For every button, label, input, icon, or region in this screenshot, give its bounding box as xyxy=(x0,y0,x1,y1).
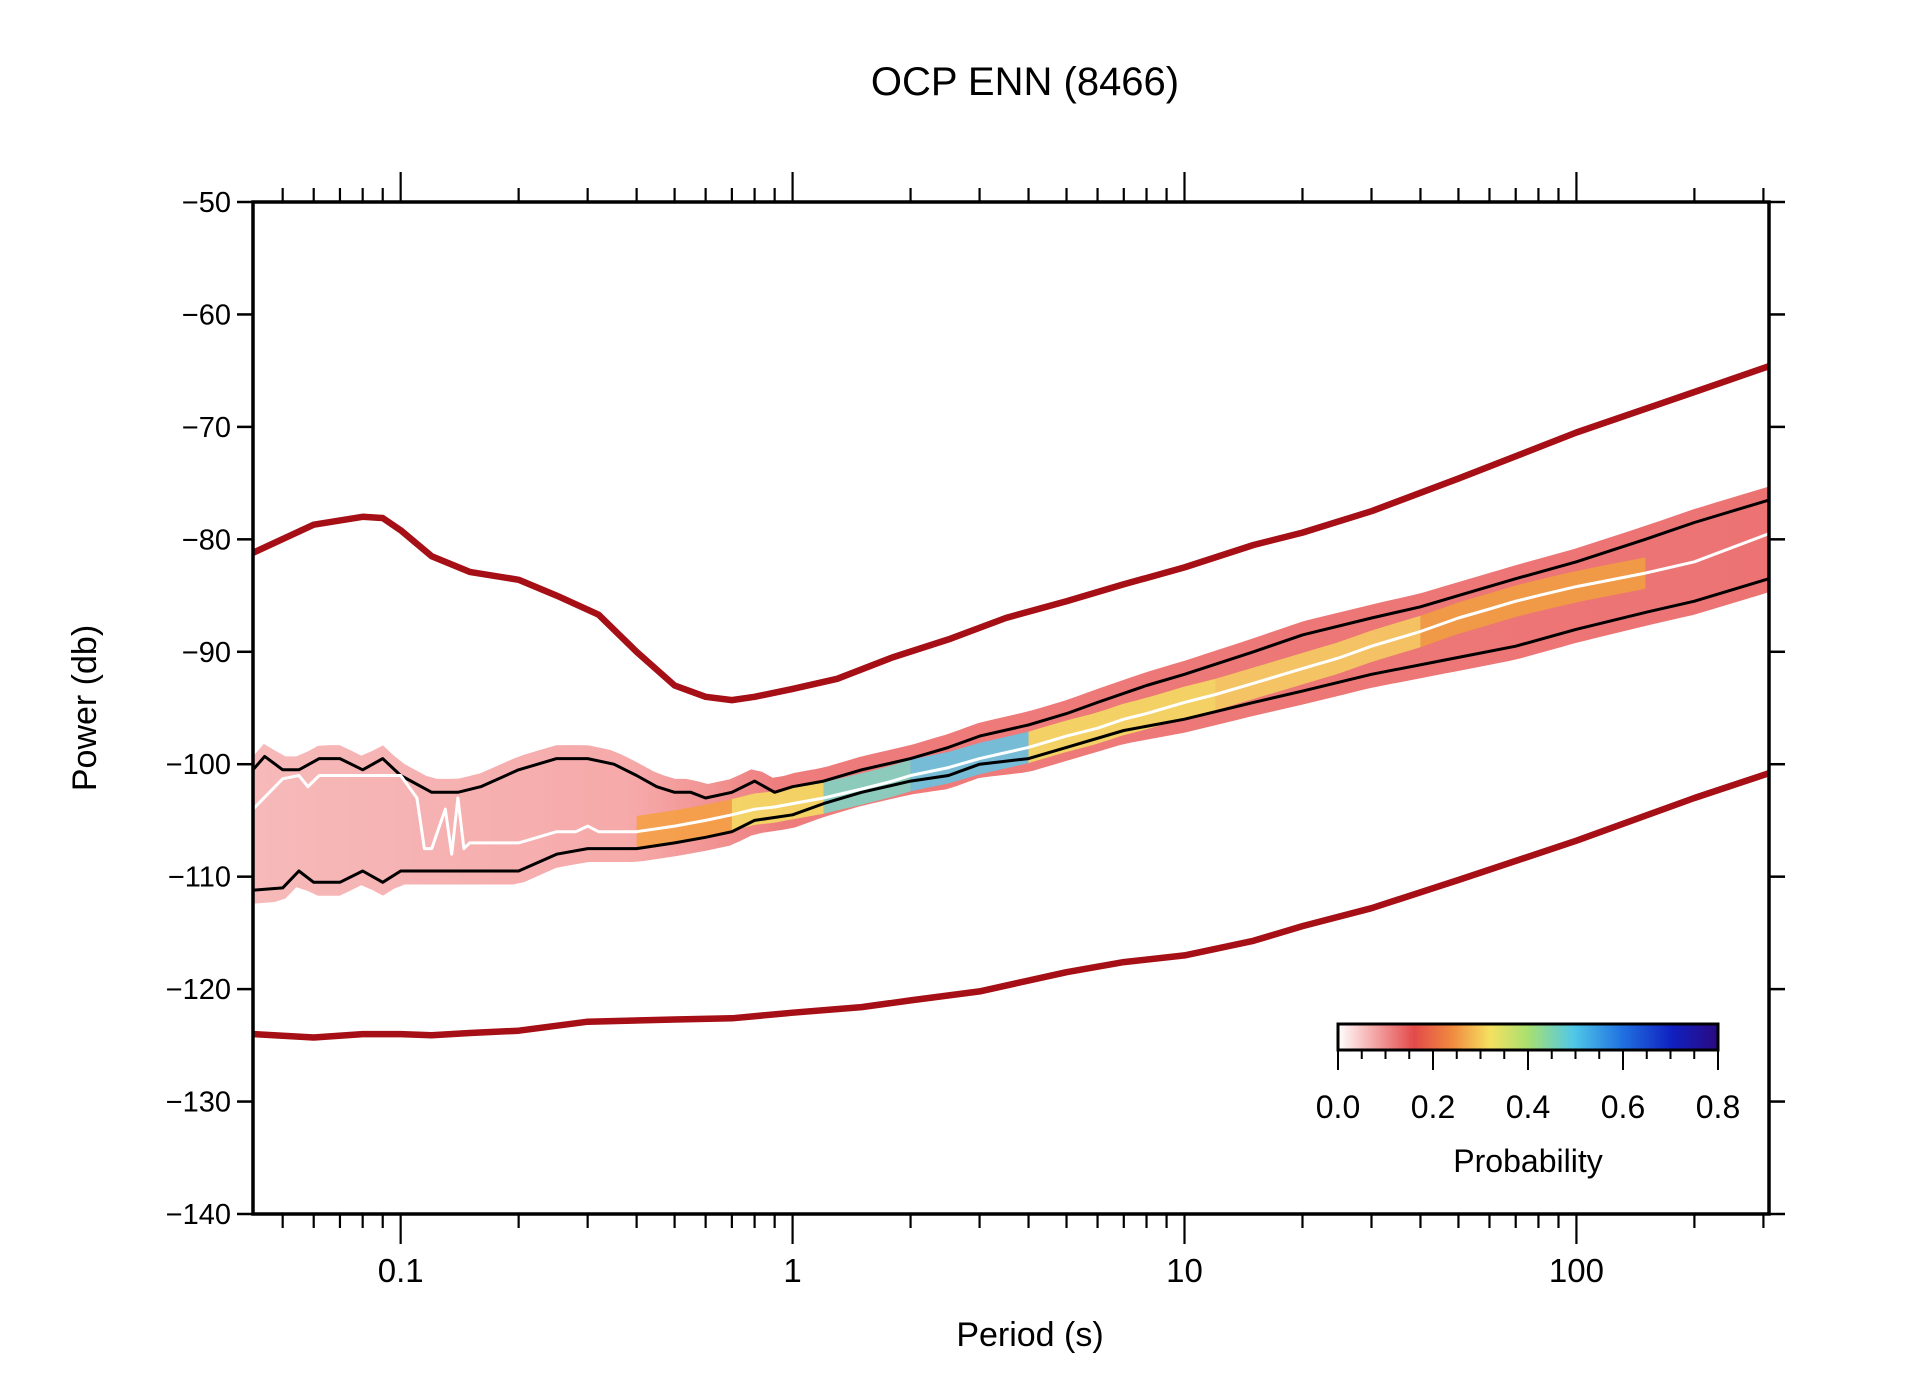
lower-percentile-line xyxy=(253,577,1769,892)
colorbar-label: Probability xyxy=(1453,1143,1602,1179)
y-tick-label: −130 xyxy=(166,1087,231,1119)
colorbar-tick-label: 0.2 xyxy=(1411,1089,1455,1125)
density-core xyxy=(1420,557,1646,648)
y-tick-label: −100 xyxy=(166,749,231,781)
x-axis: 0.1 1 10 100 xyxy=(281,172,1765,1289)
y-tick-label: −50 xyxy=(182,187,231,219)
y-tick-label: −60 xyxy=(182,299,231,331)
probability-density xyxy=(253,486,1769,904)
colorbar-tick-label: 0.6 xyxy=(1601,1089,1645,1125)
colorbar-tick-label: 0.0 xyxy=(1316,1089,1360,1125)
colorbar-tick-label: 0.8 xyxy=(1696,1089,1740,1125)
colorbar-gradient xyxy=(1336,1022,1720,1052)
x-tick-label: 100 xyxy=(1549,1252,1604,1289)
y-tick-label: −90 xyxy=(182,637,231,669)
upper-percentile-line xyxy=(253,498,1769,800)
new-high-noise-model-line xyxy=(253,362,1769,704)
plot-frame xyxy=(251,200,1771,1216)
colorbar: 0.0 0.2 0.4 0.6 0.8 Probability xyxy=(1316,1022,1740,1179)
y-axis: −50 −60 −70 −80 −90 −100 −110 −120 −130 −140 xyxy=(166,187,1785,1231)
y-tick-label: −70 xyxy=(182,412,231,444)
x-tick-label: 10 xyxy=(1166,1252,1203,1289)
chart-title: OCP ENN (8466) xyxy=(871,60,1179,104)
x-tick-label: 1 xyxy=(783,1252,801,1289)
y-axis-label: Power (db) xyxy=(66,625,104,791)
x-axis-label: Period (s) xyxy=(956,1316,1103,1354)
x-tick-label: 0.1 xyxy=(378,1252,424,1289)
colorbar-tick-label: 0.4 xyxy=(1506,1089,1550,1125)
mode-line xyxy=(253,532,1769,856)
new-low-noise-model-line xyxy=(253,769,1769,1041)
y-tick-label: −80 xyxy=(182,524,231,556)
y-tick-label: −140 xyxy=(166,1199,231,1231)
y-tick-label: −120 xyxy=(166,974,231,1006)
y-tick-label: −110 xyxy=(168,862,231,894)
density-band xyxy=(253,486,1769,904)
